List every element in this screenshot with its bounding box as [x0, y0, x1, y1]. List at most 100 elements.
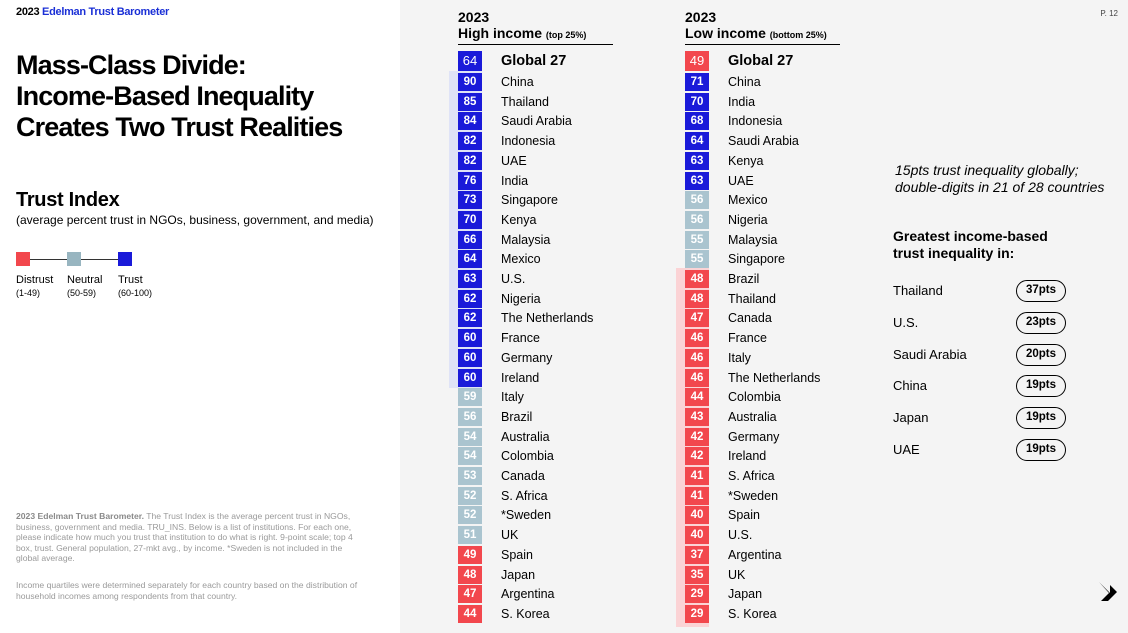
low-income-value-badge: 48 [685, 289, 709, 308]
low-income-country-name: France [728, 331, 767, 346]
high-income-country-name: S. Korea [501, 606, 550, 621]
low-income-value-badge: 37 [685, 545, 709, 564]
arrow-down-right-icon[interactable] [1096, 580, 1120, 602]
low-income-row: 64 Saudi Arabia [685, 132, 885, 151]
high-income-value-badge: 85 [458, 92, 482, 111]
high-income-country-name: China [501, 75, 534, 89]
low-income-row: 44 Colombia [685, 388, 885, 407]
high-income-value-badge: 53 [458, 467, 482, 485]
high-income-country-name: Nigeria [501, 291, 541, 306]
low-income-country-name: Brazil [728, 272, 760, 286]
low-income-value-badge: 70 [685, 92, 709, 111]
low-income-value-badge: 40 [685, 526, 709, 545]
low-income-country-name: S. Korea [728, 606, 777, 621]
legend-label-distrust: Distrust [16, 274, 54, 286]
low-income-value-badge: 63 [685, 151, 709, 170]
high-income-value-badge: 62 [458, 309, 482, 328]
high-income-country-name: India [501, 173, 529, 188]
low-income-row: 43 Australia [685, 407, 885, 426]
footnote: 2023 Edelman Trust Barometer. The Trust … [16, 511, 366, 564]
low-income-value-badge: 41 [685, 486, 709, 505]
brand-year: 2023 [16, 6, 40, 18]
high-income-row: 62 Nigeria [458, 289, 658, 308]
high-income-country-name: Ireland [501, 370, 540, 385]
high-income-row: 90 China [458, 73, 658, 91]
high-income-row: 54 Australia [458, 427, 658, 446]
high-income-row: 70 Kenya [458, 210, 658, 229]
page-title-line-3: Creates Two Trust Realities [16, 112, 343, 142]
high-income-value-badge: 48 [458, 565, 482, 584]
high-income-row: 48 Japan [458, 565, 658, 584]
high-income-value-badge: 84 [458, 112, 482, 131]
high-income-country-name: S. Africa [501, 488, 548, 503]
low-income-global-name: Global 27 [728, 53, 794, 69]
low-income-value-badge: 46 [685, 348, 709, 367]
high-income-year: 2023 [458, 9, 490, 25]
inequality-pts-pill: 19pts [1016, 375, 1066, 398]
low-income-row: 46 France [685, 329, 885, 348]
inequality-row: China 19pts [893, 375, 1073, 398]
high-income-value-badge: 66 [458, 230, 482, 249]
high-income-country-name: France [501, 331, 540, 346]
low-income-row: 70 India [685, 92, 885, 111]
low-income-row: 68 Indonesia [685, 112, 885, 131]
low-income-country-name: Canada [728, 311, 772, 326]
high-income-row: 63 U.S. [458, 270, 658, 288]
low-income-country-name: Kenya [728, 153, 764, 168]
high-income-country-name: Argentina [501, 587, 555, 602]
high-income-value-badge: 54 [458, 447, 482, 466]
low-income-country-name: Thailand [728, 291, 776, 306]
low-income-row: 42 Germany [685, 427, 885, 446]
greatest-title-line-1: Greatest income-based [893, 228, 1048, 244]
low-income-country-name: Saudi Arabia [728, 134, 799, 149]
low-income-global-row: 49 Global 27 [685, 51, 885, 71]
low-income-value-badge: 71 [685, 73, 709, 91]
high-income-country-name: Colombia [501, 449, 554, 464]
page-title: Mass-Class Divide: Income-Based Inequali… [16, 50, 396, 143]
inequality-country: Thailand [893, 283, 943, 298]
low-income-value-badge: 35 [685, 565, 709, 584]
legend-swatch-trust [118, 252, 132, 266]
right-panel: P. 12 2023 High income (top 25%) 2023 Lo… [400, 0, 1128, 633]
inequality-row: Japan 19pts [893, 407, 1073, 430]
low-income-qualifier: (bottom 25%) [769, 30, 827, 40]
inequality-note: 15pts trust inequality globally; double-… [895, 162, 1105, 195]
low-income-row: 56 Nigeria [685, 210, 885, 229]
high-income-value-badge: 49 [458, 545, 482, 564]
low-income-value-badge: 68 [685, 112, 709, 131]
high-income-row: 62 The Netherlands [458, 309, 658, 328]
high-income-row: 52 *Sweden [458, 506, 658, 525]
trust-index-title: Trust Index [16, 189, 120, 211]
high-income-row: 60 Ireland [458, 368, 658, 387]
inequality-pts-pill: 19pts [1016, 439, 1066, 461]
low-income-value-badge: 42 [685, 447, 709, 466]
low-income-country-name: Argentina [728, 547, 782, 562]
high-income-row: 53 Canada [458, 467, 658, 485]
low-income-country-name: Germany [728, 429, 780, 444]
low-income-value-badge: 29 [685, 585, 709, 604]
low-income-value-badge: 46 [685, 368, 709, 387]
legend-label-trust: Trust [118, 274, 143, 286]
high-income-country-name: *Sweden [501, 508, 552, 523]
inequality-pts-pill: 37pts [1016, 280, 1066, 302]
low-income-country-name: Spain [728, 508, 760, 523]
low-income-country-name: Nigeria [728, 212, 768, 227]
low-income-row: 29 Japan [685, 585, 885, 604]
high-income-value-badge: 73 [458, 191, 482, 210]
inequality-row: Saudi Arabia 20pts [893, 343, 1073, 366]
footnote-text: The Trust Index is the average percent t… [16, 511, 353, 564]
low-income-country-name: U.S. [728, 528, 753, 543]
high-income-country-name: Italy [501, 390, 524, 405]
greatest-inequality-title: Greatest income-based trust inequality i… [893, 228, 1123, 262]
high-income-country-name: Singapore [501, 193, 558, 208]
trust-index-subtitle: (average percent trust in NGOs, business… [16, 213, 374, 227]
low-income-header: 2023 Low income (bottom 25%) [685, 9, 840, 45]
page-number: P. 12 [1100, 9, 1118, 18]
high-income-value-badge: 64 [458, 250, 482, 269]
page-title-line-2: Income-Based Inequality [16, 81, 314, 111]
low-income-row: 48 Thailand [685, 289, 885, 308]
high-income-row: 85 Thailand [458, 92, 658, 111]
low-income-row: 35 UK [685, 565, 885, 584]
high-income-country-name: Indonesia [501, 134, 556, 149]
low-income-title-text: Low income [685, 25, 766, 41]
